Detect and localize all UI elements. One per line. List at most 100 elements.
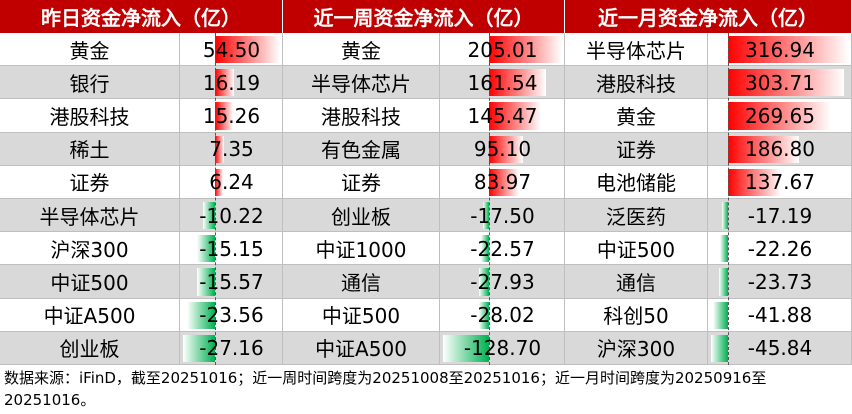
value-cell <box>708 265 852 299</box>
negative-bar <box>482 202 489 230</box>
row-name: 证券 <box>0 165 180 199</box>
row-name: 沪深300 <box>565 331 708 365</box>
value-text: 54.50 <box>202 37 261 62</box>
positive-bar <box>728 168 781 196</box>
positive-bar <box>728 135 800 163</box>
positive-bar <box>215 102 234 130</box>
bar-axis <box>728 33 730 365</box>
positive-bar <box>215 168 223 196</box>
value-cell <box>180 199 283 233</box>
row-name: 港股科技 <box>0 99 180 133</box>
positive-bar <box>488 36 562 64</box>
row-name: 银行 <box>0 66 180 100</box>
positive-bar <box>215 69 235 97</box>
value-text: 161.54 <box>467 70 538 95</box>
value-text: 303.71 <box>745 70 815 95</box>
row-name: 黄金 <box>565 99 708 133</box>
value-text: -27.16 <box>199 336 264 361</box>
value-text: 145.47 <box>467 103 538 128</box>
value-cell <box>708 331 852 365</box>
positive-bar <box>215 36 280 64</box>
negative-bar <box>443 334 489 362</box>
row-name: 半导体芯片 <box>0 199 180 233</box>
value-text: -28.02 <box>470 303 535 328</box>
row-name: 通信 <box>283 265 440 299</box>
value-cell <box>440 232 565 266</box>
negative-bar <box>719 268 729 296</box>
row-name: 有色金属 <box>283 132 440 166</box>
row-name: 黄金 <box>283 33 440 67</box>
value-text: 15.26 <box>202 103 261 128</box>
value-text: 95.10 <box>473 137 532 162</box>
value-text: -23.56 <box>199 303 264 328</box>
value-text: 83.97 <box>473 170 532 195</box>
row-name: 半导体芯片 <box>565 33 708 67</box>
row-name: 黄金 <box>0 33 180 67</box>
value-cell <box>708 298 852 332</box>
row-name: 稀土 <box>0 132 180 166</box>
value-text: -17.50 <box>470 203 535 228</box>
negative-bar <box>196 268 216 296</box>
value-text: -27.93 <box>470 269 535 294</box>
row-name: 中证500 <box>0 265 180 299</box>
value-cell <box>180 132 283 166</box>
value-cell <box>708 232 852 266</box>
row-name: 中证A500 <box>283 331 440 365</box>
bar-axis <box>488 33 490 365</box>
negative-bar <box>478 268 489 296</box>
value-text: 316.94 <box>745 37 815 62</box>
negative-bar <box>712 301 729 329</box>
row-name: 通信 <box>565 265 708 299</box>
positive-bar <box>728 102 831 130</box>
value-text: -15.57 <box>199 269 264 294</box>
positive-bar <box>488 168 519 196</box>
value-text: 6.24 <box>209 170 254 195</box>
negative-bar <box>478 301 489 329</box>
value-text: -17.19 <box>747 203 813 228</box>
row-name: 证券 <box>565 132 708 166</box>
value-text: 137.67 <box>745 170 815 195</box>
row-name: 中证1000 <box>283 232 440 266</box>
positive-bar <box>215 135 224 163</box>
negative-bar <box>480 235 489 263</box>
value-text: -22.57 <box>470 236 535 261</box>
negative-bar <box>187 301 216 329</box>
value-cell <box>440 298 565 332</box>
row-name: 半导体芯片 <box>283 66 440 100</box>
row-name: 创业板 <box>0 331 180 365</box>
value-text: -45.84 <box>747 336 813 361</box>
negative-bar <box>203 202 216 230</box>
column-header: 近一周资金净流入（亿） <box>283 0 565 33</box>
row-name: 中证500 <box>565 232 708 266</box>
negative-bar <box>197 235 216 263</box>
value-text: 186.80 <box>745 137 815 162</box>
positive-bar <box>488 102 541 130</box>
negative-bar <box>719 235 729 263</box>
value-text: -23.73 <box>747 269 813 294</box>
row-name: 电池储能 <box>565 165 708 199</box>
negative-bar <box>721 202 729 230</box>
value-cell <box>180 232 283 266</box>
row-name: 沪深300 <box>0 232 180 266</box>
footnote: 数据来源：iFinD，截至20251016；近一周时间跨度为20251008至2… <box>4 369 767 409</box>
column-header: 昨日资金净流入（亿） <box>0 0 283 33</box>
value-cell <box>440 199 565 233</box>
positive-bar <box>728 69 844 97</box>
bar-axis <box>215 33 217 365</box>
value-text: -15.15 <box>199 236 264 261</box>
value-cell <box>440 265 565 299</box>
value-cell <box>180 165 283 199</box>
row-name: 泛医药 <box>565 199 708 233</box>
positive-bar <box>728 36 849 64</box>
row-name: 科创50 <box>565 298 708 332</box>
value-text: -22.26 <box>747 236 813 261</box>
value-text: -10.22 <box>199 203 264 228</box>
positive-bar <box>488 69 547 97</box>
value-text: -41.88 <box>747 303 813 328</box>
value-text: 16.19 <box>202 70 261 95</box>
value-text: -128.70 <box>463 336 542 361</box>
row-name: 港股科技 <box>565 66 708 100</box>
value-text: 7.35 <box>209 137 254 162</box>
row-name: 港股科技 <box>283 99 440 133</box>
